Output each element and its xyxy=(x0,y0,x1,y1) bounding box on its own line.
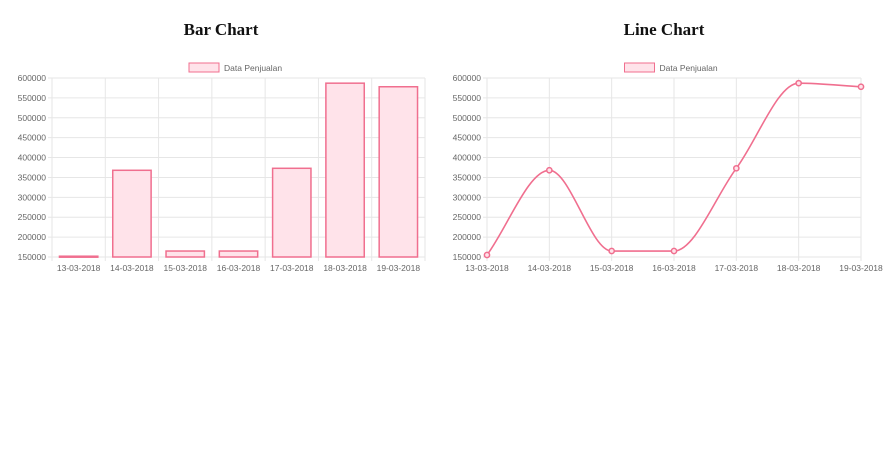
legend-label[interactable]: Data Penjualan xyxy=(660,63,718,73)
bar-chart-canvas: Data Penjualan 600000 550000 500000 450000 40… xyxy=(18,62,426,273)
bar[interactable] xyxy=(378,86,419,258)
bar-chart-panel: Bar Chart Data Penjualan 600000 550000 5000… xyxy=(0,0,442,280)
y-tick-label: 250000 xyxy=(453,212,482,222)
y-tick-label: 550000 xyxy=(453,93,482,103)
legend-swatch[interactable] xyxy=(188,62,220,73)
x-tick-label: 13-03-2018 xyxy=(57,263,101,273)
x-tick-label: 17-03-2018 xyxy=(270,263,314,273)
y-tick-label: 450000 xyxy=(18,133,47,143)
x-tick-label: 19-03-2018 xyxy=(839,263,883,273)
y-tick-label: 500000 xyxy=(18,113,47,123)
bar[interactable] xyxy=(325,82,366,258)
x-tick-label: 19-03-2018 xyxy=(377,263,421,273)
line-chart-title: Line Chart xyxy=(623,20,705,39)
data-point[interactable] xyxy=(483,251,491,259)
data-point[interactable] xyxy=(670,247,678,255)
bar-chart-title: Bar Chart xyxy=(183,20,259,39)
x-tick-label: 18-03-2018 xyxy=(777,263,821,273)
y-tick-label: 550000 xyxy=(18,93,47,103)
y-tick-label: 200000 xyxy=(453,232,482,242)
y-tick-label: 150000 xyxy=(18,252,47,262)
y-tick-label: 300000 xyxy=(453,192,482,202)
bar[interactable] xyxy=(111,169,152,258)
x-tick-label: 13-03-2018 xyxy=(465,263,509,273)
x-tick-label: 15-03-2018 xyxy=(163,263,207,273)
y-tick-label: 350000 xyxy=(453,172,482,182)
data-point[interactable] xyxy=(795,79,803,87)
x-tick-label: 18-03-2018 xyxy=(323,263,367,273)
y-tick-label: 400000 xyxy=(453,153,482,163)
line-chart-panel: Line Chart Data Penjualan 600000 550000 500… xyxy=(443,0,885,280)
legend-label[interactable]: Data Penjualan xyxy=(224,63,282,73)
legend-swatch[interactable] xyxy=(624,62,655,73)
y-tick-label: 450000 xyxy=(453,133,482,143)
y-tick-label: 600000 xyxy=(453,73,482,83)
x-tick-label: 14-03-2018 xyxy=(528,263,572,273)
y-tick-label: 350000 xyxy=(18,172,47,182)
x-tick-label: 16-03-2018 xyxy=(217,263,261,273)
y-tick-label: 250000 xyxy=(18,212,47,222)
y-tick-label: 400000 xyxy=(18,153,47,163)
line-chart-canvas: Data Penjualan 600000 550000 500000 450000 40… xyxy=(453,62,883,273)
y-tick-label: 300000 xyxy=(18,192,47,202)
y-tick-label: 600000 xyxy=(18,73,47,83)
y-tick-label: 150000 xyxy=(453,252,482,262)
data-point[interactable] xyxy=(732,164,740,172)
bar[interactable] xyxy=(58,255,99,258)
x-tick-label: 16-03-2018 xyxy=(652,263,696,273)
data-point[interactable] xyxy=(545,166,553,174)
x-tick-label: 17-03-2018 xyxy=(715,263,759,273)
bar[interactable] xyxy=(218,250,259,258)
bar[interactable] xyxy=(271,167,312,258)
y-tick-label: 500000 xyxy=(453,113,482,123)
x-tick-label: 14-03-2018 xyxy=(110,263,154,273)
x-tick-label: 15-03-2018 xyxy=(590,263,634,273)
y-tick-label: 200000 xyxy=(18,232,47,242)
data-point[interactable] xyxy=(608,247,616,255)
data-point[interactable] xyxy=(857,83,865,91)
bar[interactable] xyxy=(165,250,206,258)
